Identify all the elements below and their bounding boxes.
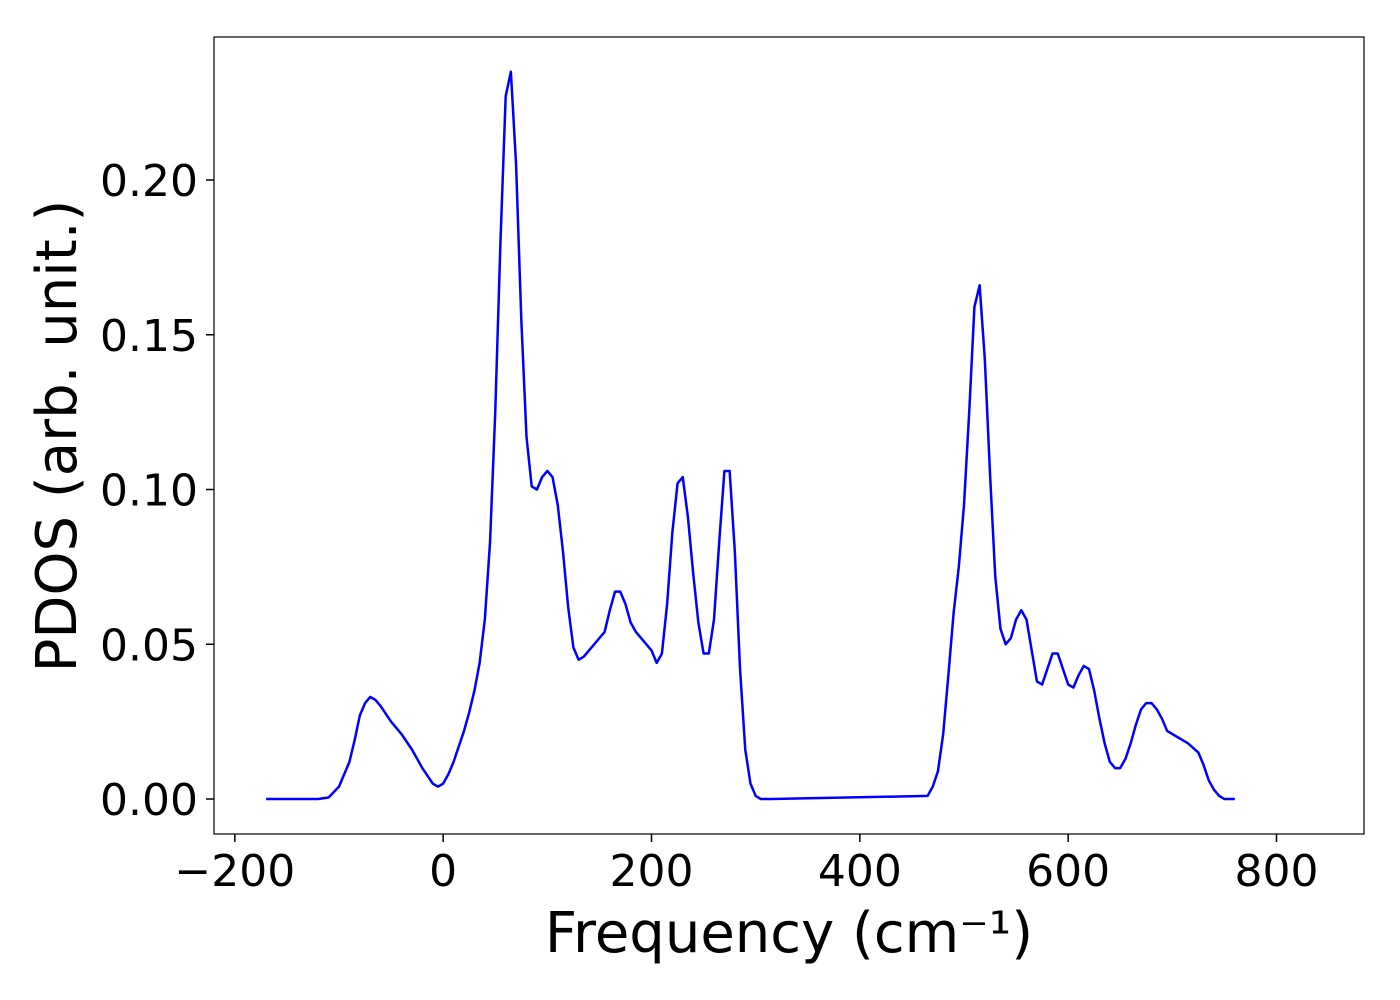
y-tick-label: 0.05: [100, 620, 198, 671]
x-tick-label: 600: [1026, 846, 1110, 897]
x-tick-label: 800: [1235, 846, 1319, 897]
x-tick-label: −200: [174, 846, 295, 897]
y-tick-label: 0.10: [100, 466, 198, 517]
y-tick-label: 0.20: [100, 156, 198, 207]
plot-frame: [213, 36, 1365, 835]
y-tick-label: 0.15: [100, 311, 198, 362]
y-axis-label: PDOS (arb. unit.): [25, 200, 90, 673]
x-axis-label: Frequency (cm⁻¹): [545, 901, 1033, 966]
data-line: [266, 70, 1235, 801]
x-tick-label: 200: [610, 846, 694, 897]
x-tick-label: 0: [429, 846, 457, 897]
y-tick-label: 0.00: [100, 775, 198, 826]
x-tick-label: 400: [818, 846, 902, 897]
